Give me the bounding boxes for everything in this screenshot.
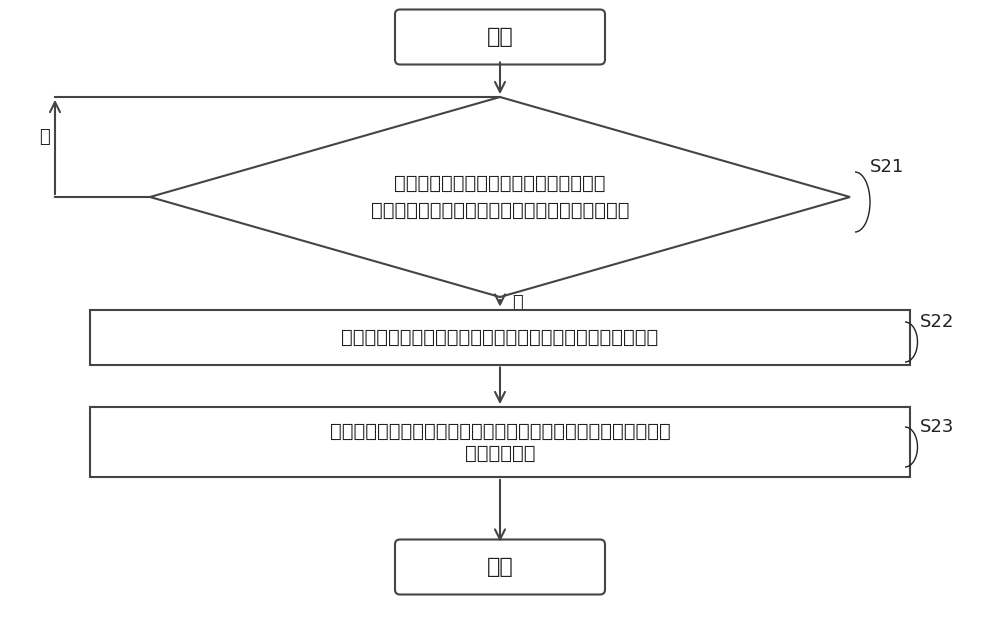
Text: S21: S21 — [870, 158, 904, 176]
Text: 结束: 结束 — [487, 557, 513, 577]
Text: S23: S23 — [920, 418, 954, 436]
Polygon shape — [150, 97, 850, 297]
Text: 将提取的所述用户主体图像或所述背景图像进行处理后传输给所述
其他用户终端: 将提取的所述用户主体图像或所述背景图像进行处理后传输给所述 其他用户终端 — [330, 421, 670, 463]
Text: 分别提取所述视频通话显示窗口中的用户主体图像和背景图像: 分别提取所述视频通话显示窗口中的用户主体图像和背景图像 — [341, 327, 659, 347]
Text: 是: 是 — [512, 294, 523, 312]
Text: S22: S22 — [920, 313, 954, 331]
FancyBboxPatch shape — [395, 9, 605, 65]
Text: 否: 否 — [39, 128, 50, 146]
Bar — [90, 407, 910, 477]
Bar — [90, 310, 910, 364]
FancyBboxPatch shape — [395, 539, 605, 594]
Text: 与其他用户终端建立前台视频通话连接后
监测视频通话显示窗口是否被切换为后台运行状态: 与其他用户终端建立前台视频通话连接后 监测视频通话显示窗口是否被切换为后台运行状… — [371, 174, 629, 219]
Text: 开始: 开始 — [487, 27, 513, 47]
